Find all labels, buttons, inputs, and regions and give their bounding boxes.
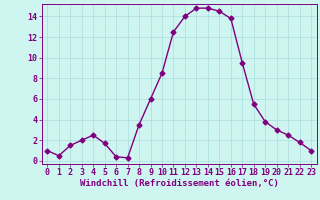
X-axis label: Windchill (Refroidissement éolien,°C): Windchill (Refroidissement éolien,°C) xyxy=(80,179,279,188)
